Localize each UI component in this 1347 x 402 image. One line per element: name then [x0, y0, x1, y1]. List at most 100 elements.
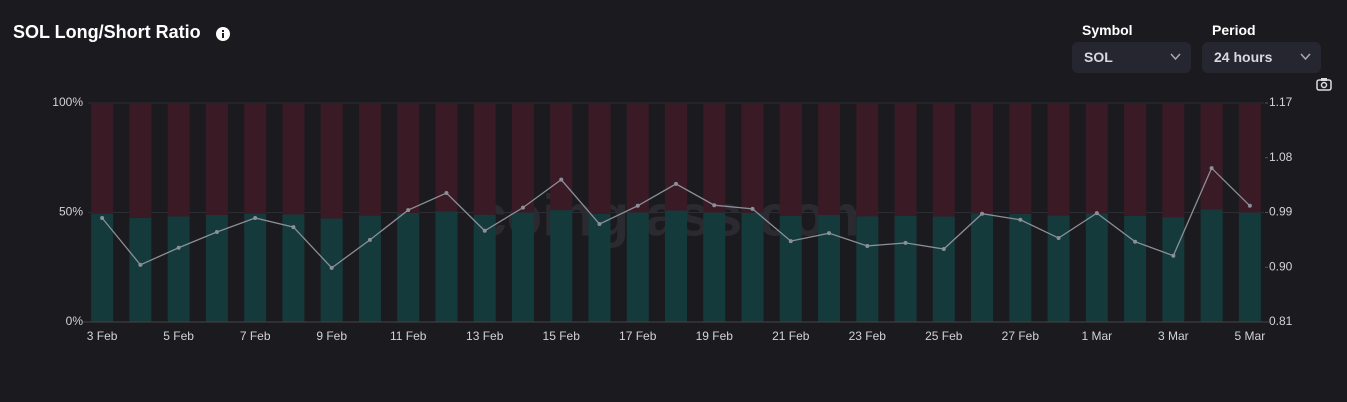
y-tick-label: 100% — [52, 95, 83, 109]
bar-segment — [244, 103, 267, 214]
bar-segment — [205, 214, 228, 322]
x-tick-label: 11 Feb — [390, 329, 427, 343]
bar-segment — [550, 210, 573, 322]
bar-segment — [856, 103, 879, 217]
ratio-point — [406, 208, 411, 213]
ratio-point — [674, 181, 678, 186]
x-tick-label: 5 Mar — [1235, 329, 1266, 343]
bar-segment — [588, 103, 611, 215]
bar-segment — [1238, 103, 1261, 213]
bar-segment — [1124, 103, 1147, 216]
chevron — [1170, 53, 1181, 61]
ratio-point — [1171, 253, 1176, 258]
ratio-point — [176, 245, 181, 250]
bar-segment — [626, 103, 649, 213]
x-tick-label: 13 Feb — [466, 329, 504, 343]
bar-segment — [971, 213, 994, 322]
ratio-point — [1094, 211, 1099, 216]
bar-segment — [1200, 103, 1223, 210]
ratio-point — [903, 240, 908, 245]
ratio-point — [597, 222, 602, 227]
bar-segment — [741, 212, 764, 322]
ratio-point — [444, 191, 449, 196]
ratio-point — [1247, 203, 1252, 208]
y-tick-label: 50% — [59, 205, 83, 219]
x-tick-label: 1 Mar — [1081, 329, 1112, 343]
bar-segment — [971, 103, 994, 214]
ratio-point — [980, 211, 985, 216]
ratio-point — [788, 239, 793, 244]
bar-segment — [129, 217, 152, 322]
ratio-point — [138, 262, 143, 267]
x-tick-label: 21 Feb — [772, 329, 810, 343]
x-tick-label: 27 Feb — [1002, 329, 1040, 343]
x-tick-label: 3 Feb — [87, 329, 118, 343]
bar-segment — [473, 214, 496, 322]
ratio-point — [865, 243, 870, 248]
bar-segment — [397, 103, 420, 213]
bar-segment — [1085, 213, 1108, 322]
bar-segment — [435, 211, 458, 322]
bar-segment — [779, 215, 802, 322]
ratio-point — [520, 205, 525, 210]
ratio-point — [1209, 166, 1214, 171]
bar-segment — [473, 103, 496, 215]
ratio-point — [635, 203, 640, 208]
bar-segment — [779, 103, 802, 216]
y2-tick-label: 1.17 — [1269, 95, 1293, 109]
symbol-dropdown[interactable]: SOL — [1072, 42, 1191, 73]
bar-segment — [358, 103, 381, 216]
bar-segment — [320, 218, 343, 322]
bar-segment — [932, 103, 955, 217]
ratio-point — [750, 206, 755, 211]
y-tick-label: 0% — [66, 314, 84, 328]
bar-segment — [856, 216, 879, 322]
bar-segment — [894, 103, 917, 216]
bar-segment — [665, 103, 687, 211]
ratio-point — [214, 229, 219, 234]
bar-segment — [244, 213, 267, 322]
camera-icon[interactable] — [1316, 77, 1332, 91]
bar-segment — [1047, 103, 1070, 216]
x-tick-label: 7 Feb — [240, 329, 271, 343]
symbol-value: SOL — [1084, 49, 1113, 65]
bar-segment — [703, 212, 726, 322]
ratio-point — [291, 225, 296, 230]
ratio-point — [253, 215, 258, 220]
bar-segment — [205, 103, 228, 215]
info-icon[interactable] — [216, 27, 230, 41]
symbol-label: Symbol — [1082, 22, 1133, 38]
bar-segment — [1124, 215, 1147, 322]
bar-segment — [511, 103, 534, 213]
bar-segment — [550, 103, 573, 211]
bar-segment — [1238, 212, 1261, 322]
x-tick-label: 9 Feb — [316, 329, 347, 343]
ratio-point — [329, 265, 334, 270]
x-tick-label: 25 Feb — [925, 329, 963, 343]
bar-segment — [703, 103, 726, 213]
ratio-point — [100, 215, 105, 220]
bar-segment — [818, 214, 841, 322]
ratio-point — [367, 237, 372, 242]
ratio-point — [1018, 217, 1023, 222]
bar-segment — [741, 103, 764, 213]
bar-segment — [1047, 215, 1070, 322]
ratio-point — [1056, 236, 1061, 241]
chevron — [1300, 53, 1311, 61]
bar-segment — [1085, 103, 1108, 214]
period-label: Period — [1212, 22, 1256, 38]
bar-segment — [397, 212, 420, 322]
ratio-point — [827, 231, 832, 236]
y2-tick-label: 0.90 — [1269, 259, 1293, 273]
x-tick-label: 17 Feb — [619, 329, 657, 343]
period-value: 24 hours — [1214, 49, 1273, 65]
bar-segment — [818, 103, 841, 215]
period-dropdown[interactable]: 24 hours — [1202, 42, 1321, 73]
ratio-point — [482, 228, 487, 233]
bar-segment — [932, 216, 955, 322]
bar-segment — [167, 103, 190, 217]
bar-segment — [511, 212, 534, 322]
bar-segment — [91, 213, 114, 322]
